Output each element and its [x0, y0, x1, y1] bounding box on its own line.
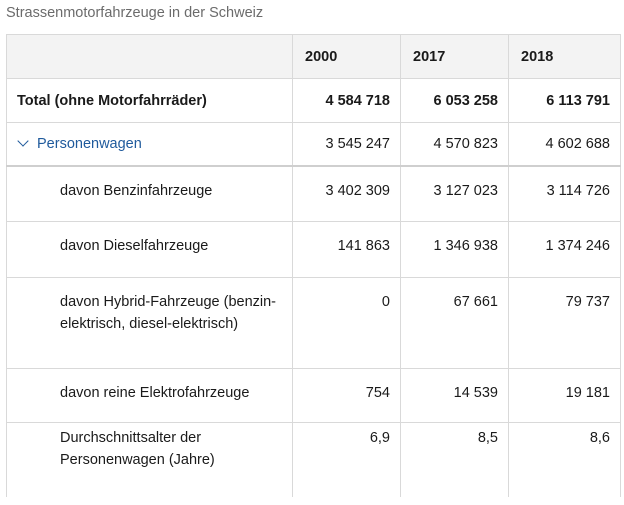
data-table-container: 2000 2017 2018 Total (ohne Motorfahrräde… — [6, 34, 621, 497]
cell-value: 6 053 258 — [400, 78, 509, 123]
group-label[interactable]: Personenwagen — [37, 136, 142, 152]
column-header-2017: 2017 — [400, 34, 509, 79]
cell-value: 19 181 — [508, 368, 621, 423]
cell-value: 6 113 791 — [508, 78, 621, 123]
row-label: Total (ohne Motorfahrräder) — [6, 78, 293, 123]
cell-value: 4 570 823 — [400, 122, 509, 167]
row-label: davon reine Elektrofahrzeuge — [6, 368, 293, 423]
table-row: davon Dieselfahrzeuge 141 863 1 346 938 … — [6, 221, 621, 278]
cell-value: 4 584 718 — [292, 78, 401, 123]
table-header-row: 2000 2017 2018 — [6, 34, 621, 79]
table-row: davon Benzinfahrzeuge 3 402 309 3 127 02… — [6, 165, 621, 222]
cell-value: 3 402 309 — [292, 165, 401, 222]
cell-value: 1 346 938 — [400, 221, 509, 278]
table-row-personenwagen: Personenwagen 3 545 247 4 570 823 4 602 … — [6, 122, 621, 167]
cell-value: 8,5 — [400, 422, 509, 497]
cell-value: 0 — [292, 277, 401, 369]
column-header-label — [6, 34, 293, 79]
table-row: Durchschnittsalter der Personenwagen (Ja… — [6, 422, 621, 497]
chevron-down-icon[interactable] — [17, 135, 29, 147]
cell-value: 3 114 726 — [508, 165, 621, 222]
cell-value: 67 661 — [400, 277, 509, 369]
page-title: Strassenmotorfahrzeuge in der Schweiz — [6, 5, 264, 21]
cell-value: 8,6 — [508, 422, 621, 497]
row-label: davon Hybrid-Fahrzeuge (benzin-elektrisc… — [6, 277, 293, 369]
table-row-total: Total (ohne Motorfahrräder) 4 584 718 6 … — [6, 78, 621, 123]
cell-value: 141 863 — [292, 221, 401, 278]
cell-value: 3 127 023 — [400, 165, 509, 222]
row-label: davon Benzinfahrzeuge — [6, 165, 293, 222]
table-row: davon Hybrid-Fahrzeuge (benzin-elektrisc… — [6, 277, 621, 369]
table-row: davon reine Elektrofahrzeuge 754 14 539 … — [6, 368, 621, 423]
data-table: 2000 2017 2018 Total (ohne Motorfahrräde… — [6, 34, 621, 497]
cell-value: 3 545 247 — [292, 122, 401, 167]
row-label: davon Dieselfahrzeuge — [6, 221, 293, 278]
row-label: Durchschnittsalter der Personenwagen (Ja… — [6, 422, 293, 497]
cell-value: 79 737 — [508, 277, 621, 369]
cell-value: 14 539 — [400, 368, 509, 423]
cell-value: 754 — [292, 368, 401, 423]
cell-value: 6,9 — [292, 422, 401, 497]
group-toggle-personenwagen[interactable]: Personenwagen — [6, 122, 293, 167]
column-header-2018: 2018 — [508, 34, 621, 79]
cell-value: 4 602 688 — [508, 122, 621, 167]
cell-value: 1 374 246 — [508, 221, 621, 278]
column-header-2000: 2000 — [292, 34, 401, 79]
